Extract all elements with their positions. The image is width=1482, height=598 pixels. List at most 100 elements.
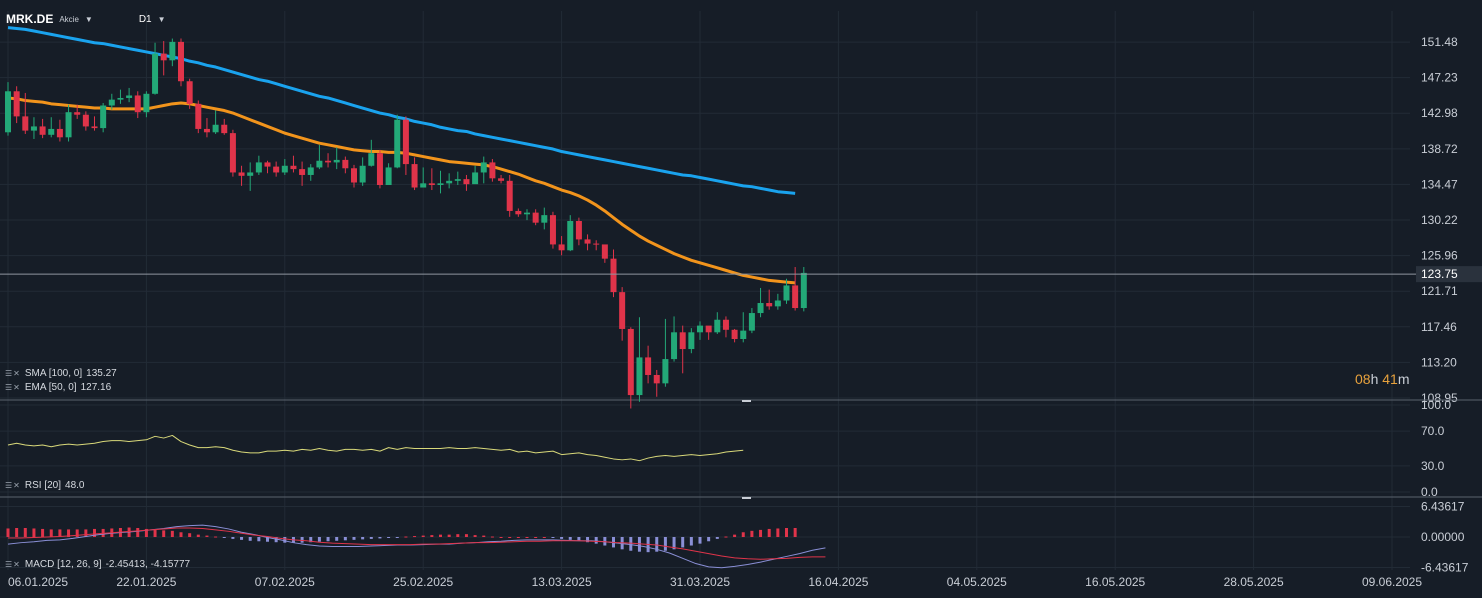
macd-tick-label: -6.43617 bbox=[1421, 561, 1469, 575]
timeframe-dropdown-icon[interactable]: ▼ bbox=[157, 14, 166, 24]
macd-histogram-bar bbox=[439, 534, 442, 537]
candle-body bbox=[610, 258, 617, 293]
candle-body bbox=[697, 325, 703, 333]
macd-histogram-bar bbox=[369, 537, 373, 539]
macd-histogram-bar bbox=[15, 527, 19, 537]
macd-histogram-bar bbox=[136, 527, 140, 537]
candle-body bbox=[480, 162, 487, 173]
candle-body bbox=[498, 178, 505, 181]
sma-line bbox=[7, 26, 796, 195]
macd-histogram-bar bbox=[67, 529, 71, 537]
macd-histogram-bar bbox=[84, 529, 88, 537]
macd-histogram-bar bbox=[456, 534, 460, 537]
candle-body bbox=[376, 153, 383, 186]
candle-body bbox=[549, 215, 556, 245]
candle-body bbox=[774, 300, 781, 307]
candle-body bbox=[221, 124, 228, 134]
macd-histogram-bar bbox=[266, 537, 269, 542]
candle-countdown: 08h 41m bbox=[1355, 371, 1410, 387]
candle-body bbox=[783, 285, 790, 301]
candle-body bbox=[722, 319, 729, 330]
candle-body bbox=[662, 359, 669, 384]
candle-body bbox=[74, 112, 81, 115]
sma-settings-icon[interactable]: ☰✕ bbox=[5, 369, 21, 378]
current-price-badge bbox=[1416, 266, 1482, 283]
candle-body bbox=[186, 81, 193, 104]
current-price-label: 123.75 bbox=[1421, 267, 1458, 281]
macd-histogram-bar bbox=[499, 537, 503, 538]
candle-body bbox=[91, 126, 98, 129]
candle-body bbox=[558, 244, 565, 251]
candle-body bbox=[368, 153, 375, 166]
sma-legend: ☰✕ SMA [100, 0] 135.27 bbox=[5, 368, 117, 379]
ema-label: EMA [50, 0] bbox=[24, 382, 77, 393]
macd-histogram-bar bbox=[672, 537, 676, 550]
macd-legend: ☰✕ MACD [12, 26, 9] -2.45413, -4.15777 bbox=[5, 559, 190, 570]
candle-body bbox=[601, 244, 608, 259]
candle-body bbox=[290, 165, 297, 170]
candle-body bbox=[636, 357, 643, 396]
ema-legend: ☰✕ EMA [50, 0] 127.16 bbox=[5, 382, 111, 393]
macd-histogram-bar bbox=[343, 537, 347, 541]
macd-settings-icon[interactable]: ☰✕ bbox=[5, 560, 21, 569]
macd-histogram-bar bbox=[248, 537, 252, 541]
rsi-tick-label: 0.0 bbox=[1421, 485, 1438, 499]
candle-body bbox=[247, 172, 254, 176]
macd-histogram-bar bbox=[430, 535, 434, 537]
candle-body bbox=[506, 180, 513, 211]
macd-histogram-bar bbox=[283, 537, 287, 543]
macd-histogram-bar bbox=[309, 537, 313, 543]
macd-histogram-bar bbox=[231, 537, 235, 539]
sma-label: SMA [100, 0] bbox=[24, 368, 83, 379]
macd-histogram-bar bbox=[516, 537, 520, 538]
price-tick-label: 130.22 bbox=[1421, 213, 1458, 227]
timeframe-label[interactable]: D1 bbox=[138, 13, 152, 25]
macd-histogram-bar bbox=[525, 537, 529, 538]
macd-histogram-bar bbox=[508, 537, 512, 538]
candle-body bbox=[351, 168, 357, 183]
candle-body bbox=[740, 330, 747, 339]
candle-body bbox=[437, 183, 444, 186]
candle-body bbox=[48, 128, 55, 135]
candle-body bbox=[671, 332, 678, 360]
candle-body bbox=[126, 95, 133, 98]
macd-histogram-bar bbox=[49, 529, 53, 537]
macd-histogram-bar bbox=[300, 537, 304, 543]
rsi-settings-icon[interactable]: ☰✕ bbox=[5, 481, 21, 490]
price-tick-label: 138.72 bbox=[1421, 142, 1458, 156]
candle-body bbox=[766, 303, 773, 307]
candle-body bbox=[584, 239, 591, 244]
candle-body bbox=[705, 325, 712, 333]
candle-body bbox=[134, 95, 141, 113]
candle-body bbox=[792, 285, 799, 309]
macd-histogram-bar bbox=[681, 537, 685, 548]
macd-histogram-bar bbox=[637, 537, 641, 552]
candle-body bbox=[316, 160, 323, 168]
candle-body bbox=[515, 210, 522, 215]
macd-histogram-bar bbox=[490, 536, 494, 538]
candle-body bbox=[532, 212, 539, 223]
symbol-label[interactable]: MRK.DE bbox=[6, 12, 54, 26]
candle-body bbox=[428, 183, 435, 186]
candle-body bbox=[757, 303, 764, 314]
countdown-minutes: 41 bbox=[1382, 371, 1398, 387]
symbol-dropdown-icon[interactable]: ▼ bbox=[84, 14, 93, 24]
candle-body bbox=[195, 103, 202, 129]
macd-histogram-bar bbox=[594, 537, 598, 544]
candle-body bbox=[264, 162, 271, 167]
price-tick-label: 108.95 bbox=[1421, 391, 1458, 405]
candle-body bbox=[385, 167, 392, 186]
macd-histogram-bar bbox=[179, 532, 183, 537]
ema-settings-icon[interactable]: ☰✕ bbox=[5, 383, 21, 392]
macd-histogram-bar bbox=[551, 537, 555, 538]
candle-body bbox=[714, 319, 721, 333]
pane-resize-handle bbox=[742, 497, 751, 499]
candle-body bbox=[281, 165, 288, 173]
candle-body bbox=[333, 159, 340, 163]
candle-body bbox=[152, 53, 159, 94]
instrument-type-label: Akcie bbox=[59, 14, 79, 24]
price-tick-label: 121.71 bbox=[1421, 284, 1458, 298]
macd-histogram-bar bbox=[482, 535, 486, 537]
macd-histogram-bar bbox=[395, 537, 399, 538]
